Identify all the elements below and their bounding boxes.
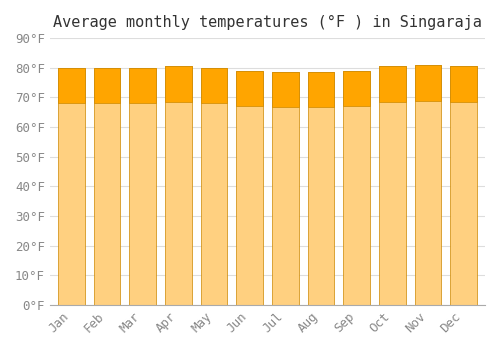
Title: Average monthly temperatures (°F ) in Singaraja: Average monthly temperatures (°F ) in Si…	[53, 15, 482, 30]
Bar	[272, 72, 298, 107]
Bar	[379, 66, 406, 305]
Bar	[165, 66, 192, 305]
Bar	[58, 68, 84, 103]
Bar	[129, 68, 156, 305]
Bar	[58, 68, 84, 305]
Bar	[414, 65, 442, 305]
Bar	[308, 72, 334, 305]
Bar	[129, 68, 156, 103]
Bar	[165, 66, 192, 102]
Bar	[94, 68, 120, 305]
Bar	[272, 72, 298, 305]
Bar	[343, 71, 370, 305]
Bar	[450, 66, 477, 305]
Bar	[94, 68, 120, 103]
Bar	[414, 65, 442, 101]
Bar	[379, 66, 406, 102]
Bar	[200, 68, 228, 305]
Bar	[236, 71, 263, 106]
Bar	[200, 68, 228, 103]
Bar	[308, 72, 334, 107]
Bar	[343, 71, 370, 106]
Bar	[236, 71, 263, 305]
Bar	[450, 66, 477, 102]
